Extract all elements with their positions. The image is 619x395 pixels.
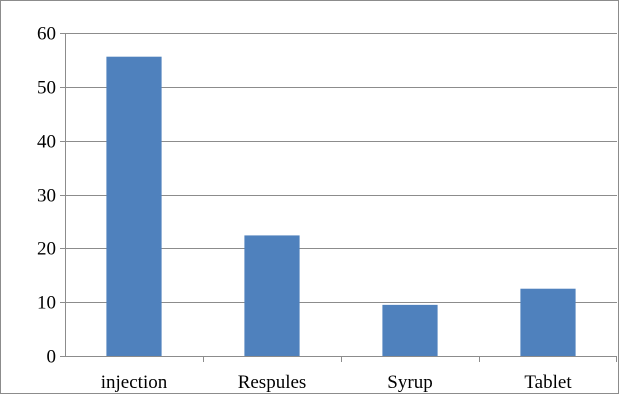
bar-tablet	[520, 288, 576, 356]
y-tick-label: 0	[47, 347, 57, 368]
y-tick-label: 10	[37, 293, 56, 314]
bar-injection	[106, 56, 162, 356]
y-tick-label: 40	[37, 132, 56, 153]
x-tick-label: Syrup	[387, 372, 432, 393]
x-tick-labels: injection Respules Syrup Tablet	[101, 372, 573, 393]
bar-respules	[244, 235, 300, 356]
bar-syrup	[382, 304, 438, 356]
y-tick-label: 20	[37, 239, 56, 260]
y-tick-label: 30	[37, 186, 56, 207]
x-tick-label: Tablet	[524, 372, 572, 393]
bars	[106, 56, 576, 356]
y-tick-label: 50	[37, 78, 56, 99]
axes	[60, 33, 617, 362]
x-tick-label: injection	[101, 372, 168, 393]
y-tick-label: 60	[37, 24, 56, 45]
y-tick-labels: 0 10 20 30 40 50 60	[37, 24, 56, 368]
x-tick-label: Respules	[238, 372, 307, 393]
